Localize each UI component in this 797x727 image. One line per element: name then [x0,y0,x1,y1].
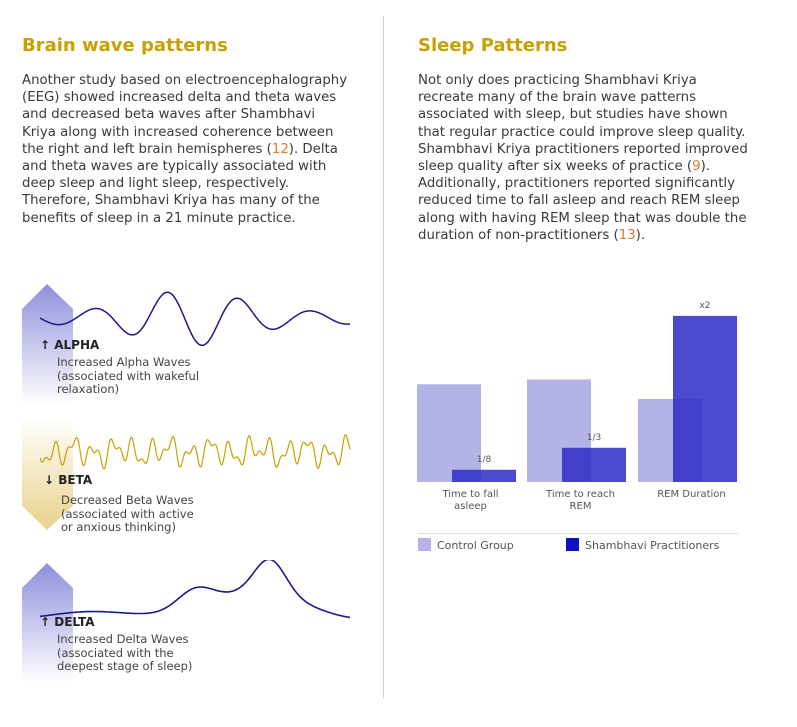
delta-label: ↑ DELTA [40,615,95,629]
bar-annotation: x2 [699,301,710,311]
brain-wave-title: Brain wave patterns [22,35,228,56]
legend-control: Control Group [418,538,514,552]
bar-control [417,384,481,482]
chart-legend: Control Group Shambhavi Practitioners [418,538,738,554]
delta-wave-line [40,560,351,619]
alpha-desc-line: Increased Alpha Waves [57,355,191,369]
delta-desc-line: Increased Delta Waves [57,632,189,646]
brain-wave-paragraph: Another study based on electroencephalog… [22,72,350,227]
alpha-wave-line [40,291,351,347]
reference-link-9[interactable]: 9 [692,159,701,175]
alpha-label: ↑ ALPHA [40,338,100,352]
reference-link-12[interactable]: 12 [271,141,289,157]
bar-practitioners [562,447,626,482]
bar-practitioners [673,315,737,482]
beta-wave-graphic [40,434,351,470]
beta-desc-line: or anxious thinking) [61,520,176,534]
legend-practitioners: Shambhavi Practitioners [566,538,719,552]
delta-desc-line: (associated with the [57,645,174,660]
brain-wave-text-1: Another study based on electroencephalog… [22,73,348,157]
brain-wave-text-2: ). Delta and theta waves are typically a… [22,141,338,226]
delta-wave-graphic [40,560,351,619]
control-swatch [418,538,431,551]
legend-practitioners-label: Shambhavi Practitioners [585,539,720,552]
category-label: Time to fall [441,489,498,500]
beta-description: Decreased Beta Waves (associated with ac… [61,493,194,535]
bar-annotation: 1/8 [477,455,492,465]
alpha-up-arrow-icon [22,284,73,404]
sleep-text-3: ). [635,227,646,243]
legend-control-label: Control Group [437,539,514,552]
category-label: REM Duration [657,489,726,500]
sleep-text-1: Not only does practicing Shambhavi Kriya… [418,73,748,175]
beta-label: ↓ BETA [44,473,93,487]
sleep-patterns-paragraph: Not only does practicing Shambhavi Kriya… [418,72,748,244]
practitioner-swatch [566,538,579,551]
bar-annotation: 1/3 [587,433,601,443]
beta-desc-line: Decreased Beta Waves [61,493,194,507]
beta-wave-line [40,434,351,470]
category-label: asleep [454,501,487,512]
category-label: REM [570,501,592,512]
column-divider [383,16,384,698]
delta-up-arrow-icon [22,563,73,683]
alpha-wave-graphic [40,291,351,347]
sleep-text-2: ). Additionally, practitioners reported … [418,159,747,243]
delta-description: Increased Delta Waves (associated with t… [57,632,193,674]
alpha-desc-line: (associated with wakeful [57,368,200,383]
alpha-description: Increased Alpha Waves (associated with w… [57,355,200,397]
legend-divider [418,533,738,534]
delta-desc-line: deepest stage of sleep) [57,659,193,673]
category-label: Time to reach [545,489,615,500]
beta-down-arrow-icon [22,418,73,530]
beta-desc-line: (associated with active [61,506,194,521]
bar-practitioners [452,469,516,482]
alpha-desc-line: relaxation) [57,382,120,396]
sleep-patterns-title: Sleep Patterns [418,35,568,56]
reference-link-13[interactable]: 13 [618,227,636,243]
